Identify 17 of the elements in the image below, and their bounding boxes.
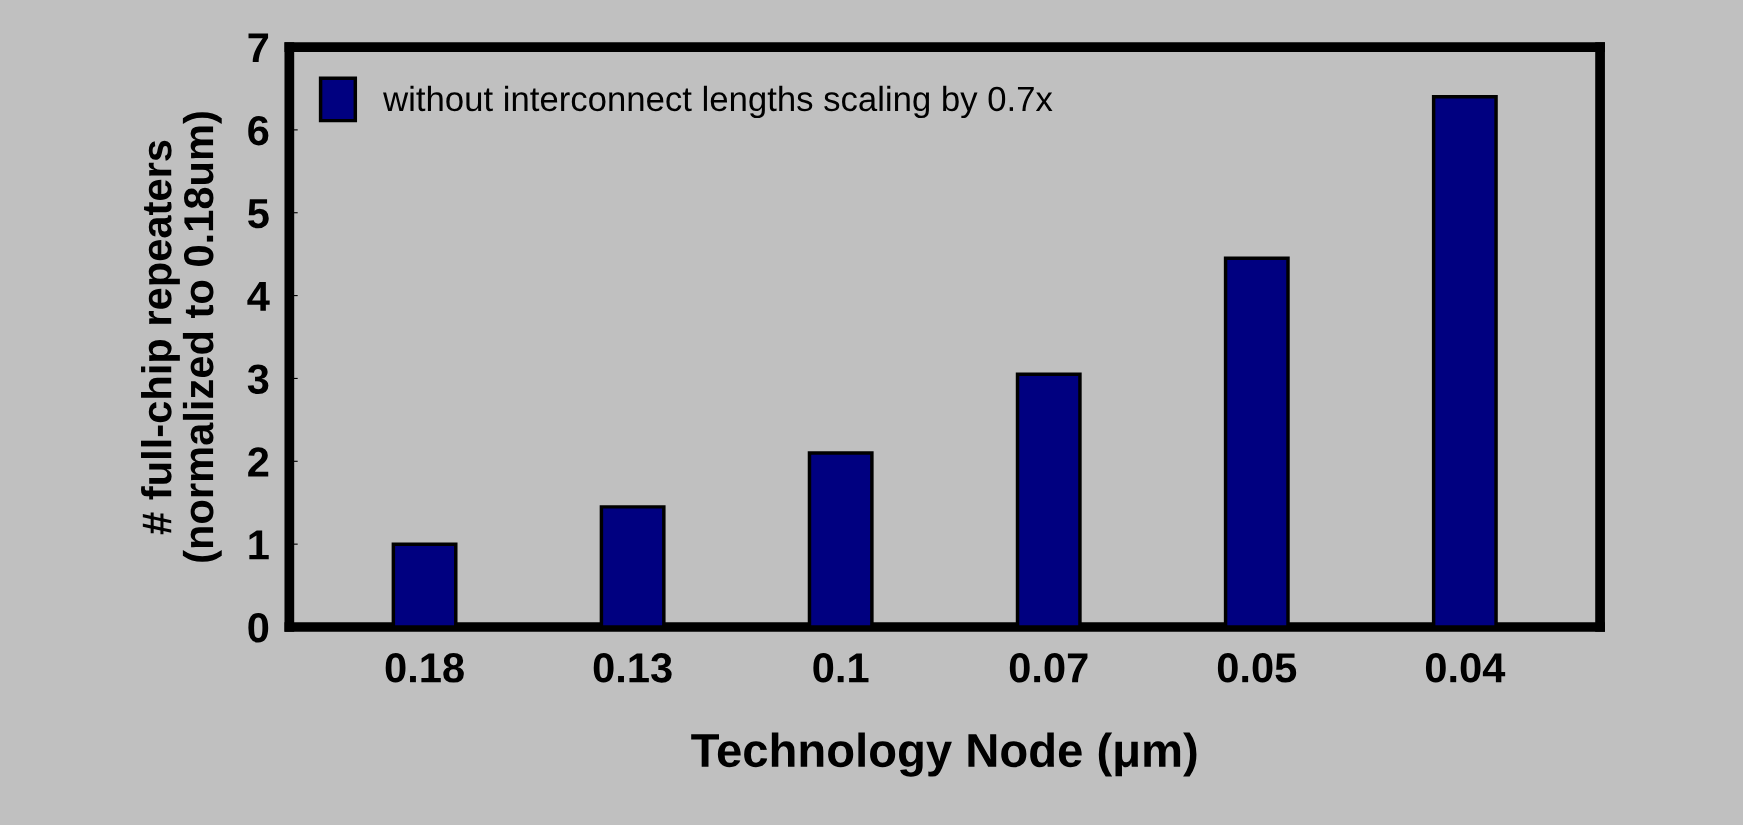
y-tick-label: 6	[248, 115, 269, 146]
x-tick-label: 0.1	[813, 653, 869, 683]
x-tick-label: 0.04	[1425, 653, 1506, 683]
y-tick-label: 1	[249, 530, 269, 560]
x-tick-label: 0.18	[385, 653, 464, 683]
y-tick-label: 4	[247, 282, 270, 311]
x-axis-title: Technology Node (μm)	[691, 732, 1197, 777]
legend-label: without interconnect lengths scaling by 0.7x	[383, 85, 1053, 119]
y-tick-label: 7	[248, 33, 269, 63]
y-tick-label: 5	[248, 199, 269, 229]
y-tick-label: 3	[247, 364, 269, 395]
y-tick-label: 2	[248, 447, 269, 477]
x-tick-label: 0.13	[593, 653, 672, 683]
x-tick-label: 0.05	[1217, 653, 1297, 683]
y-axis-title: # full-chip repeaters (normalized to 0.18um)	[141, 112, 222, 562]
x-tick-label: 0.07	[1009, 653, 1088, 683]
y-tick-label: 0	[248, 613, 269, 643]
